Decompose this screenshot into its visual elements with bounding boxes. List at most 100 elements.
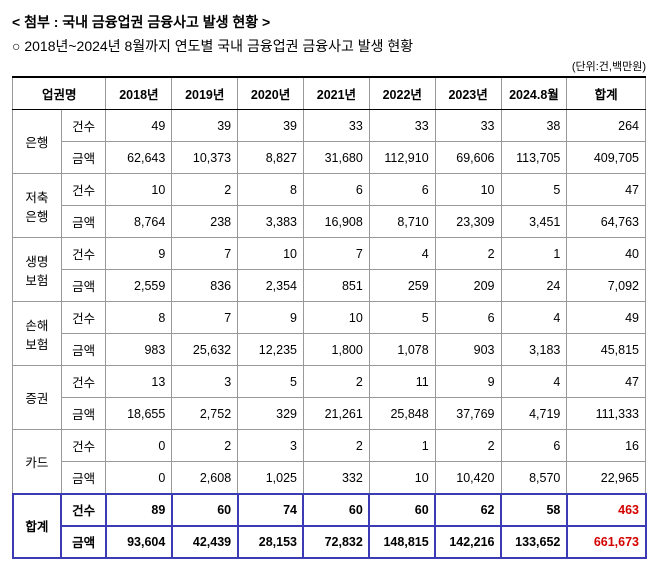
table-cell: 25,632 [172, 334, 238, 366]
table-row: 증권건수13352119447 [13, 366, 646, 398]
table-cell: 2 [435, 238, 501, 270]
table-cell: 1,078 [369, 334, 435, 366]
table-cell: 238 [172, 206, 238, 238]
table-cell: 60 [303, 494, 369, 526]
table-cell: 4 [369, 238, 435, 270]
table-cell: 16,908 [303, 206, 369, 238]
table-cell: 6 [369, 174, 435, 206]
table-cell: 18,655 [106, 398, 172, 430]
total-label: 합계 [13, 494, 62, 559]
table-row: 금액98325,63212,2351,8001,0789033,18345,81… [13, 334, 646, 366]
category-name: 저축은행 [13, 174, 62, 238]
table-cell: 113,705 [501, 142, 567, 174]
table-cell: 38 [501, 110, 567, 142]
table-cell: 3,183 [501, 334, 567, 366]
table-cell: 10 [303, 302, 369, 334]
table-cell: 332 [303, 462, 369, 494]
table-cell: 33 [303, 110, 369, 142]
category-name: 생명보험 [13, 238, 62, 302]
table-cell: 건수 [61, 430, 106, 462]
table-cell: 4,719 [501, 398, 567, 430]
table-cell: 건수 [61, 366, 106, 398]
table-cell: 5 [501, 174, 567, 206]
table-cell: 8,570 [501, 462, 567, 494]
table-cell: 39 [238, 110, 304, 142]
table-cell: 259 [369, 270, 435, 302]
table-cell: 10 [106, 174, 172, 206]
table-cell: 329 [238, 398, 304, 430]
table-cell: 2,608 [172, 462, 238, 494]
table-row: 금액18,6552,75232921,26125,84837,7694,7191… [13, 398, 646, 430]
table-cell: 22,965 [567, 462, 646, 494]
table-cell: 건수 [61, 238, 106, 270]
table-cell: 5 [238, 366, 304, 398]
col-2020: 2020년 [238, 77, 304, 110]
table-cell: 9 [106, 238, 172, 270]
table-cell: 42,439 [172, 526, 238, 559]
table-cell: 2 [172, 430, 238, 462]
table-cell: 금액 [61, 462, 106, 494]
table-cell: 903 [435, 334, 501, 366]
table-cell: 금액 [61, 334, 106, 366]
table-cell: 3 [172, 366, 238, 398]
table-cell: 2 [303, 366, 369, 398]
table-cell: 10 [238, 238, 304, 270]
table-cell: 49 [106, 110, 172, 142]
table-cell: 24 [501, 270, 567, 302]
table-cell: 148,815 [369, 526, 435, 559]
table-cell: 31,680 [303, 142, 369, 174]
table-row: 손해보험건수8791056449 [13, 302, 646, 334]
table-cell: 33 [435, 110, 501, 142]
table-cell: 25,848 [369, 398, 435, 430]
table-cell: 62 [435, 494, 501, 526]
table-cell: 72,832 [303, 526, 369, 559]
table-cell: 10 [369, 462, 435, 494]
table-row: 카드건수023212616 [13, 430, 646, 462]
table-cell: 1,800 [303, 334, 369, 366]
table-cell: 10 [435, 174, 501, 206]
table-cell: 7,092 [567, 270, 646, 302]
table-cell: 47 [567, 174, 646, 206]
table-cell: 10,420 [435, 462, 501, 494]
table-cell: 3,451 [501, 206, 567, 238]
col-2021: 2021년 [303, 77, 369, 110]
table-cell: 금액 [61, 398, 106, 430]
table-cell: 7 [172, 302, 238, 334]
table-cell: 39 [172, 110, 238, 142]
table-cell: 661,673 [567, 526, 646, 559]
table-row: 금액02,6081,0253321010,4208,57022,965 [13, 462, 646, 494]
table-cell: 463 [567, 494, 646, 526]
total-row-amount: 금액93,60442,43928,15372,832148,815142,216… [13, 526, 646, 559]
table-cell: 9 [435, 366, 501, 398]
table-cell: 69,606 [435, 142, 501, 174]
table-cell: 8 [106, 302, 172, 334]
table-cell: 58 [501, 494, 567, 526]
table-cell: 6 [501, 430, 567, 462]
table-cell: 9 [238, 302, 304, 334]
table-cell: 2,354 [238, 270, 304, 302]
table-cell: 89 [106, 494, 172, 526]
table-cell: 2 [435, 430, 501, 462]
table-cell: 건수 [61, 302, 106, 334]
table-cell: 12,235 [238, 334, 304, 366]
table-cell: 7 [303, 238, 369, 270]
table-row: 금액62,64310,3738,82731,680112,91069,60611… [13, 142, 646, 174]
table-cell: 1 [501, 238, 567, 270]
col-2022: 2022년 [369, 77, 435, 110]
table-cell: 건수 [61, 110, 106, 142]
table-cell: 1,025 [238, 462, 304, 494]
table-cell: 건수 [61, 174, 106, 206]
table-cell: 8,764 [106, 206, 172, 238]
table-cell: 28,153 [238, 526, 304, 559]
table-cell: 6 [303, 174, 369, 206]
table-cell: 4 [501, 366, 567, 398]
table-cell: 23,309 [435, 206, 501, 238]
table-cell: 836 [172, 270, 238, 302]
table-cell: 33 [369, 110, 435, 142]
col-total: 합계 [567, 77, 646, 110]
table-cell: 62,643 [106, 142, 172, 174]
table-cell: 112,910 [369, 142, 435, 174]
subtitle: ○ 2018년~2024년 8월까지 연도별 국내 금융업권 금융사고 발생 현… [12, 36, 646, 56]
col-2024-8: 2024.8월 [501, 77, 567, 110]
table-cell: 983 [106, 334, 172, 366]
